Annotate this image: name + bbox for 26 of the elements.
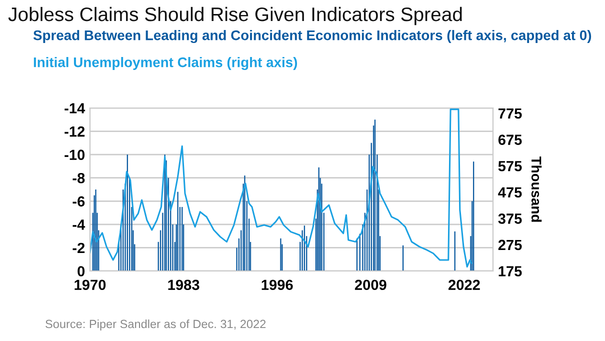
y-tick-label: -8	[72, 172, 85, 184]
y-tick-label: -6	[72, 196, 85, 207]
chart-title: Jobless Claims Should Rise Given Indicators Spread	[8, 6, 462, 26]
y-tick-label: -12	[64, 126, 85, 137]
line-series	[90, 108, 472, 268]
x-tick-label: 1983	[168, 280, 200, 290]
y2-tick-label: 175	[498, 266, 522, 276]
y2-tick-label: 375	[498, 214, 522, 224]
y2-axis-title: Thousand	[531, 156, 542, 222]
text: Spread Between Leading and Coincident Economic Indicators (left axis, capped at 0)	[33, 30, 592, 44]
y-tick-label: -10	[64, 150, 85, 160]
y2-tick-label: 675	[498, 134, 522, 145]
x-tick-label: 2022	[448, 280, 480, 290]
source-note: Source: Piper Sandler as of Dec. 31, 2022	[46, 319, 266, 330]
x-tick-label: 1996	[262, 280, 293, 290]
y2-tick-label: 275	[498, 240, 522, 250]
y-tick-label: -14	[64, 103, 86, 114]
y-tick-label: 0	[78, 266, 85, 276]
x-tick-label: 1970	[74, 280, 106, 290]
y2-tick-label: 775	[498, 108, 522, 119]
y2-tick-label: 575	[498, 161, 522, 172]
y-tick-label: -2	[72, 242, 85, 253]
y-tick-label: -4	[72, 220, 86, 230]
text: Initial Unemployment Claims (right axis)	[34, 57, 298, 70]
y2-tick-label: 475	[498, 187, 522, 198]
x-tick-label: 2009	[354, 280, 386, 290]
